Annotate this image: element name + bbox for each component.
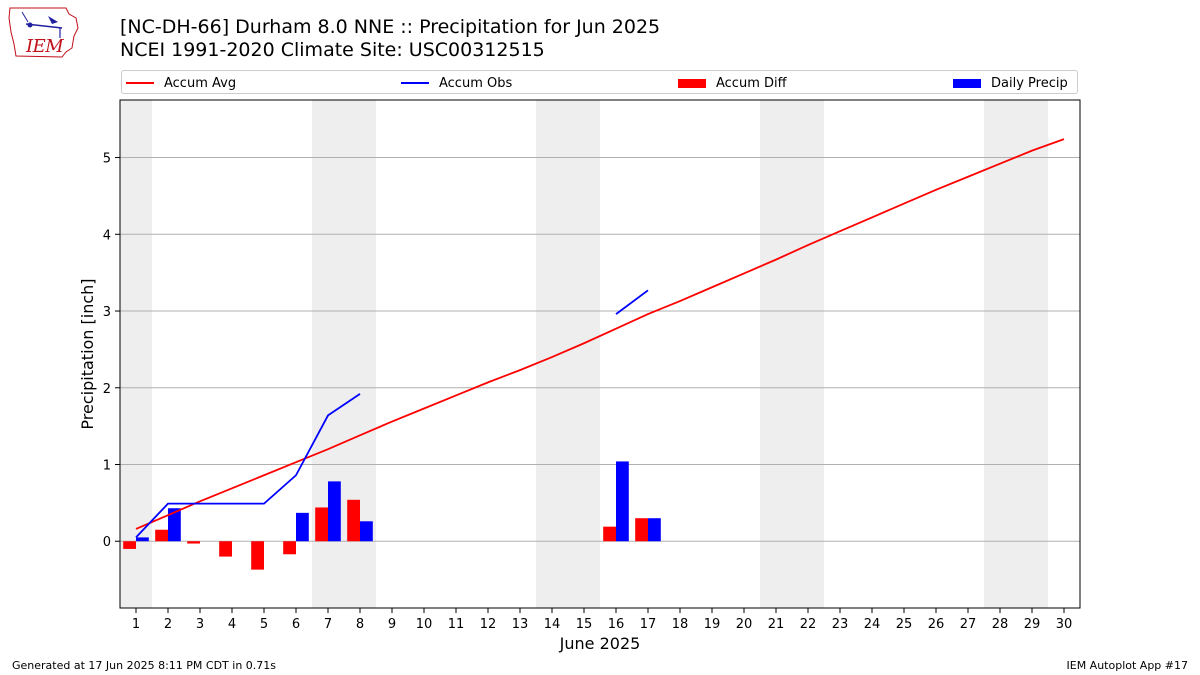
x-tick-label: 17: [640, 617, 657, 632]
legend-item-accum-avg: Accum Avg: [126, 74, 236, 92]
weekend-band: [536, 100, 600, 608]
bar-accum-diff: [155, 529, 168, 542]
line-accum-obs: [615, 289, 649, 315]
x-tick-label: 12: [480, 617, 497, 632]
bar-accum-diff: [315, 507, 328, 542]
bar-accum-diff: [603, 526, 616, 542]
legend-label-accum-avg: Accum Avg: [164, 75, 237, 91]
legend-item-accum-diff: Accum Diff: [678, 74, 787, 92]
x-tick-label: 13: [512, 617, 529, 632]
x-tick-label: 30: [1056, 617, 1073, 632]
bar-accum-diff: [635, 518, 648, 542]
x-tick-label: 2: [164, 617, 172, 632]
x-tick-label: 28: [992, 617, 1009, 632]
y-tick-label: 4: [103, 228, 111, 243]
x-tick-label: 11: [448, 617, 465, 632]
x-tick-label: 4: [228, 617, 236, 632]
x-tick-label: 15: [576, 617, 593, 632]
x-tick-label: 6: [292, 617, 300, 632]
weekend-band: [120, 100, 152, 608]
x-tick-label: 10: [416, 617, 433, 632]
title-line-2: NCEI 1991-2020 Climate Site: USC00312515: [120, 39, 545, 61]
x-tick-label: 20: [736, 617, 753, 632]
x-tick-label: 24: [864, 617, 881, 632]
y-tick-label: 5: [103, 152, 111, 167]
bar-daily-precip: [136, 537, 149, 542]
bar-accum-diff: [251, 541, 264, 570]
legend-label-daily-precip: Daily Precip: [991, 75, 1068, 91]
chart-legend: Accum Avg Accum Obs Accum Diff Daily Pre…: [121, 70, 1078, 94]
x-tick-label: 7: [324, 617, 332, 632]
x-tick-label: 26: [928, 617, 945, 632]
bar-accum-diff: [219, 541, 232, 557]
x-tick-label: 21: [768, 617, 785, 632]
x-tick-label: 16: [608, 617, 625, 632]
x-tick-label: 3: [196, 617, 204, 632]
iowa-map-icon: [8, 7, 79, 58]
bar-daily-precip: [648, 518, 661, 542]
legend-swatch-daily-precip: [953, 78, 981, 88]
legend-swatch-accum-avg: [126, 82, 154, 84]
x-tick-label: 14: [544, 617, 561, 632]
x-tick-label: 22: [800, 617, 817, 632]
x-tick-label: 5: [260, 617, 268, 632]
legend-label-accum-diff: Accum Diff: [716, 75, 787, 91]
y-tick-label: 0: [103, 535, 111, 550]
legend-label-accum-obs: Accum Obs: [439, 75, 513, 91]
x-tick-label: 27: [960, 617, 977, 632]
x-tick-label: 8: [356, 617, 364, 632]
weekend-band: [760, 100, 824, 608]
plot-frame: [119, 99, 1081, 609]
y-tick-label: 3: [103, 305, 111, 320]
y-tick-label: 2: [103, 382, 111, 397]
x-tick-label: 1: [132, 617, 140, 632]
footer-generated: Generated at 17 Jun 2025 8:11 PM CDT in …: [12, 659, 277, 672]
bar-accum-diff: [187, 541, 200, 544]
bar-daily-precip: [360, 521, 373, 542]
weekend-band: [984, 100, 1048, 608]
footer-app: IEM Autoplot App #17: [1066, 659, 1189, 672]
legend-item-accum-obs: Accum Obs: [401, 74, 512, 92]
x-tick-label: 9: [388, 617, 396, 632]
y-axis-label: Precipitation [inch]: [78, 278, 97, 429]
bar-daily-precip: [168, 508, 181, 542]
legend-swatch-accum-obs: [401, 82, 429, 84]
x-tick-label: 29: [1024, 617, 1041, 632]
x-tick-label: 19: [704, 617, 721, 632]
bar-accum-diff: [283, 541, 296, 555]
legend-swatch-accum-diff: [678, 78, 706, 88]
bar-accum-diff: [347, 499, 360, 542]
title-line-1: [NC-DH-66] Durham 8.0 NNE :: Precipitati…: [120, 16, 661, 38]
x-tick-label: 23: [832, 617, 849, 632]
logo-text: IEM: [26, 36, 64, 57]
x-tick-label: 25: [896, 617, 913, 632]
bar-daily-precip: [328, 481, 341, 542]
y-tick-label: 1: [103, 459, 111, 474]
bar-daily-precip: [296, 512, 309, 542]
legend-item-daily-precip: Daily Precip: [953, 74, 1068, 92]
bar-accum-diff: [123, 541, 136, 549]
line-accum-obs: [135, 393, 361, 539]
chart-title: [NC-DH-66] Durham 8.0 NNE :: Precipitati…: [120, 16, 660, 62]
x-tick-label: 18: [672, 617, 689, 632]
bar-daily-precip: [616, 461, 629, 542]
line-accum-avg: [135, 138, 1065, 530]
x-axis-label: June 2025: [559, 634, 641, 653]
iem-logo: IEM: [6, 4, 82, 60]
